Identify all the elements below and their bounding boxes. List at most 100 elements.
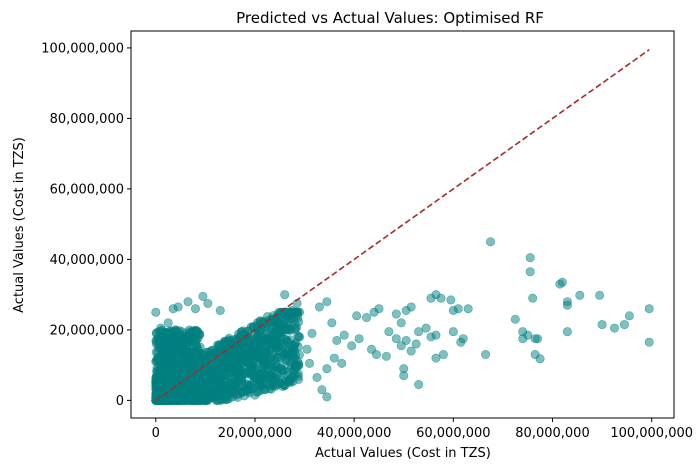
data-point <box>384 327 394 337</box>
y-axis-title: Actual Values (Cost in TZS) <box>12 137 27 313</box>
data-point <box>183 297 193 307</box>
data-point <box>307 328 317 338</box>
data-point <box>458 334 468 344</box>
x-axis-title: Actual Values (Cost in TZS) <box>315 446 491 461</box>
data-point <box>292 322 302 332</box>
data-point <box>245 360 255 370</box>
data-point <box>322 364 332 374</box>
data-point <box>195 330 205 340</box>
data-point <box>220 383 230 393</box>
data-point <box>414 380 424 390</box>
data-point <box>644 304 654 314</box>
data-point <box>597 320 607 330</box>
data-point <box>287 305 297 315</box>
x-axis: 0 20,000,000 40,000,000 60,000,000 80,000,00… <box>152 418 693 441</box>
data-point <box>163 394 173 404</box>
data-point <box>312 372 322 382</box>
data-point <box>210 390 220 400</box>
data-point <box>274 374 284 384</box>
data-point <box>168 364 178 374</box>
data-point <box>406 346 416 356</box>
data-point <box>260 385 270 395</box>
x-tick-label: 60,000,000 <box>416 426 490 441</box>
data-point <box>609 323 619 333</box>
data-point <box>225 374 235 384</box>
data-point <box>203 352 213 362</box>
data-point <box>247 381 257 391</box>
data-point <box>396 341 406 351</box>
data-point <box>283 325 293 335</box>
data-point <box>381 351 391 361</box>
data-point <box>575 290 585 300</box>
data-point <box>396 318 406 328</box>
data-point <box>562 300 572 310</box>
data-point <box>219 370 229 380</box>
data-point <box>352 311 362 321</box>
data-point <box>431 353 441 363</box>
data-point <box>173 394 183 404</box>
data-point <box>533 334 543 344</box>
data-point <box>290 360 300 370</box>
y-tick-label: 40,000,000 <box>50 253 124 268</box>
data-point <box>481 350 491 360</box>
data-point <box>406 302 416 312</box>
data-point <box>305 358 315 368</box>
y-tick-label: 60,000,000 <box>50 182 124 197</box>
data-point <box>339 330 349 340</box>
data-point <box>557 277 567 287</box>
y-axis: 0 20,000,000 40,000,000 60,000,000 80,000,00… <box>41 41 131 409</box>
data-point <box>195 350 205 360</box>
data-point <box>314 302 324 312</box>
data-point <box>302 344 312 354</box>
data-point <box>510 314 520 324</box>
data-point <box>426 293 436 303</box>
x-tick-label: 20,000,000 <box>218 426 292 441</box>
data-point <box>278 381 288 391</box>
data-point <box>151 357 161 367</box>
data-point <box>327 318 337 328</box>
data-point <box>185 359 195 369</box>
x-tick-label: 100,000,000 <box>610 426 693 441</box>
plot-frame <box>130 30 675 419</box>
data-point <box>448 327 458 337</box>
data-point <box>249 372 259 382</box>
data-point <box>198 392 208 402</box>
data-point <box>198 291 208 301</box>
data-points <box>151 237 654 404</box>
data-point <box>208 374 218 384</box>
x-tick-label: 0 <box>152 426 160 441</box>
data-point <box>362 313 372 323</box>
data-point <box>486 237 496 247</box>
data-point <box>230 362 240 372</box>
y-tick-label: 100,000,000 <box>41 41 124 56</box>
data-point <box>431 330 441 340</box>
data-point <box>237 387 247 397</box>
data-point <box>228 354 238 364</box>
chart-title: Predicted vs Actual Values: Optimised RF <box>236 9 544 27</box>
data-point <box>562 327 572 337</box>
data-point <box>190 304 200 314</box>
data-point <box>391 334 401 344</box>
data-point <box>518 334 528 344</box>
data-point <box>271 343 281 353</box>
data-point <box>619 320 629 330</box>
data-point <box>277 358 287 368</box>
y-tick-label: 20,000,000 <box>50 323 124 338</box>
data-point <box>257 367 267 377</box>
data-point <box>595 290 605 300</box>
data-point <box>219 336 229 346</box>
data-point <box>329 353 339 363</box>
data-point <box>188 392 198 402</box>
data-point <box>250 390 260 400</box>
data-point <box>295 332 305 342</box>
reference-line <box>155 49 650 402</box>
data-point <box>168 304 178 314</box>
data-point <box>332 335 342 345</box>
data-point <box>414 327 424 337</box>
data-point <box>317 385 327 395</box>
data-point <box>215 305 225 315</box>
data-point <box>369 307 379 317</box>
data-point <box>156 323 166 333</box>
data-point <box>151 307 161 317</box>
